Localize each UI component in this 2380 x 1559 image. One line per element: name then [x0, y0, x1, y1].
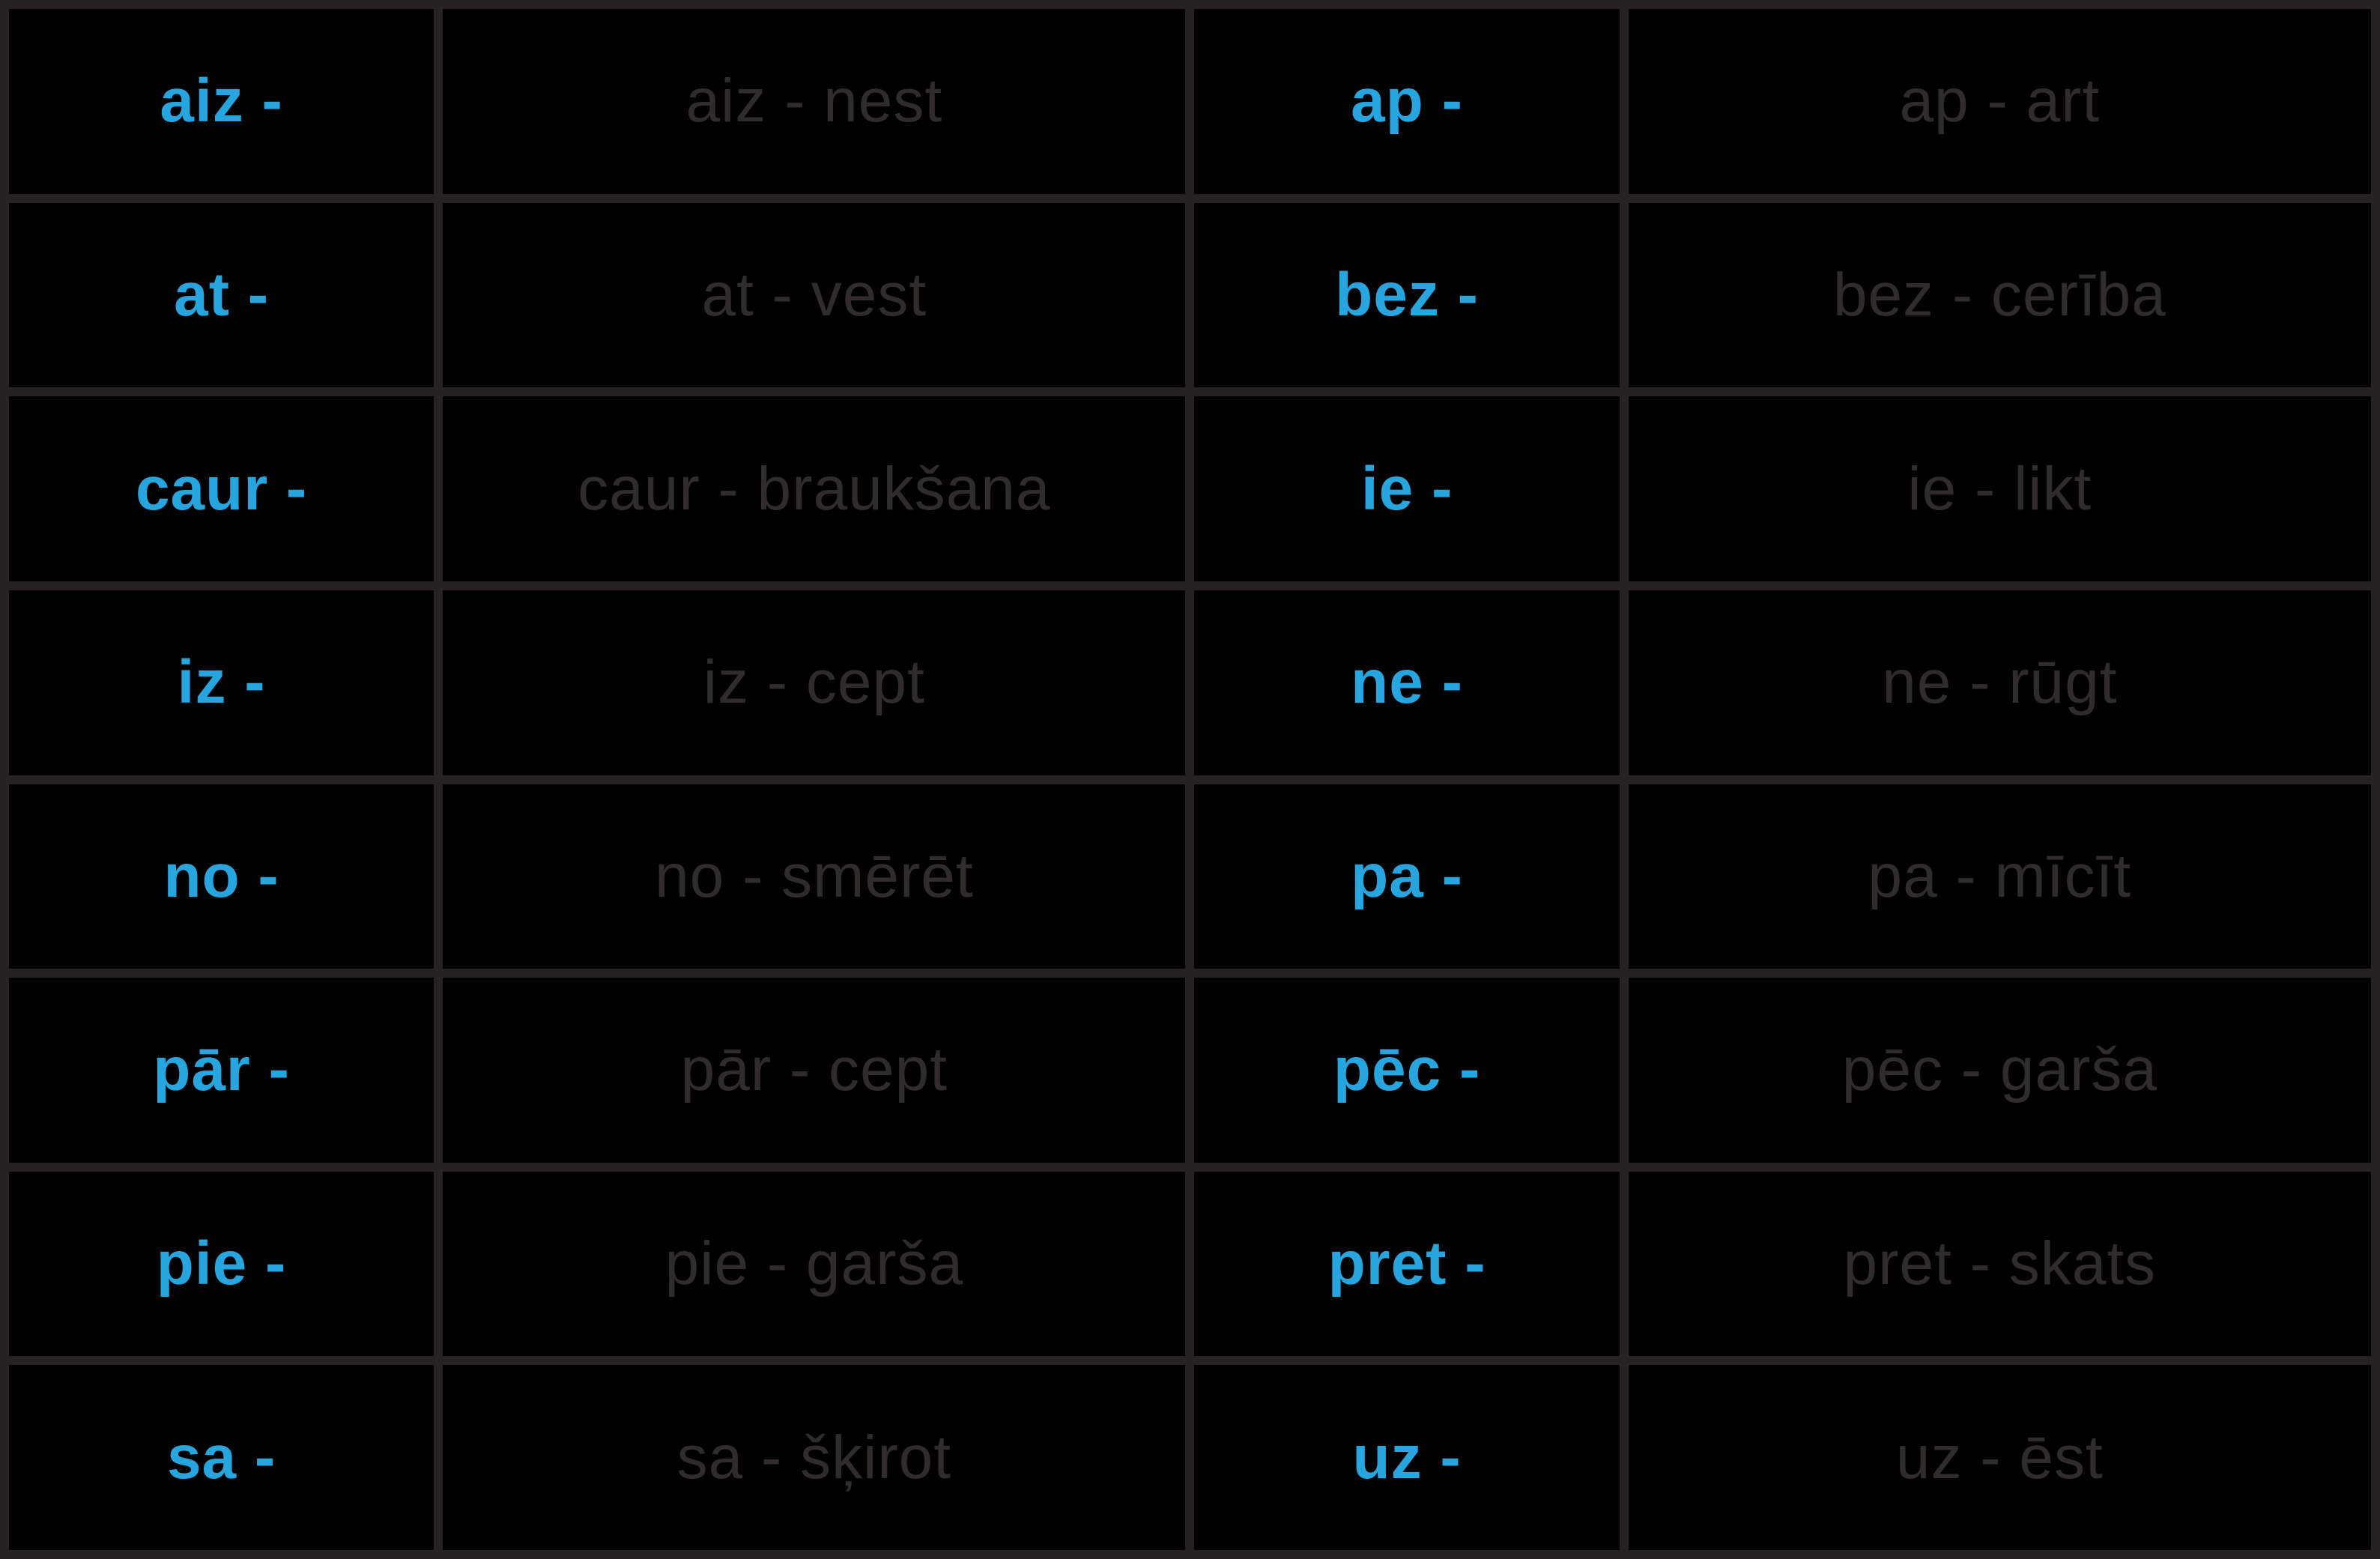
prefix-cell: ie - — [1185, 387, 1629, 590]
prefix-cell: uz - — [1185, 1356, 1629, 1559]
table-row: at - at - vest bez - bez - cerība — [0, 193, 2380, 397]
example-cell: iz - cept — [434, 581, 1195, 784]
example-cell: at - vest — [434, 193, 1195, 397]
prefix-cell: iz - — [0, 581, 443, 784]
prefix-cell: at - — [0, 193, 443, 397]
example-cell: no - smērēt — [434, 775, 1195, 978]
table-row: pie - pie - garša pret - pret - skats — [0, 1162, 2380, 1366]
prefix-cell: pēc - — [1185, 969, 1629, 1172]
prefix-cell: pret - — [1185, 1162, 1629, 1366]
prefix-cell: caur - — [0, 387, 443, 590]
prefix-cell: aiz - — [0, 0, 443, 203]
table-row: sa - sa - šķirot uz - uz - ēst — [0, 1356, 2380, 1559]
prefix-cell: pa - — [1185, 775, 1629, 978]
example-cell: pie - garša — [434, 1162, 1195, 1366]
example-cell: pēc - garša — [1619, 969, 2380, 1172]
example-cell: caur - braukšana — [434, 387, 1195, 590]
example-cell: uz - ēst — [1619, 1356, 2380, 1559]
table-row: no - no - smērēt pa - pa - mīcīt — [0, 775, 2380, 978]
prefix-cell: pie - — [0, 1162, 443, 1366]
table-row: aiz - aiz - nest ap - ap - art — [0, 0, 2380, 203]
example-cell: pa - mīcīt — [1619, 775, 2380, 978]
prefix-cell: sa - — [0, 1356, 443, 1559]
example-cell: ne - rūgt — [1619, 581, 2380, 784]
example-cell: pret - skats — [1619, 1162, 2380, 1366]
example-cell: ap - art — [1619, 0, 2380, 203]
table-row: caur - caur - braukšana ie - ie - likt — [0, 387, 2380, 590]
example-cell: aiz - nest — [434, 0, 1195, 203]
prefix-cell: ap - — [1185, 0, 1629, 203]
example-cell: pār - cept — [434, 969, 1195, 1172]
table-row: pār - pār - cept pēc - pēc - garša — [0, 969, 2380, 1172]
example-cell: bez - cerība — [1619, 193, 2380, 397]
prefix-cell: pār - — [0, 969, 443, 1172]
prefix-cell: no - — [0, 775, 443, 978]
prefix-cell: bez - — [1185, 193, 1629, 397]
table-row: iz - iz - cept ne - ne - rūgt — [0, 581, 2380, 784]
prefix-cell: ne - — [1185, 581, 1629, 784]
example-cell: sa - šķirot — [434, 1356, 1195, 1559]
example-cell: ie - likt — [1619, 387, 2380, 590]
